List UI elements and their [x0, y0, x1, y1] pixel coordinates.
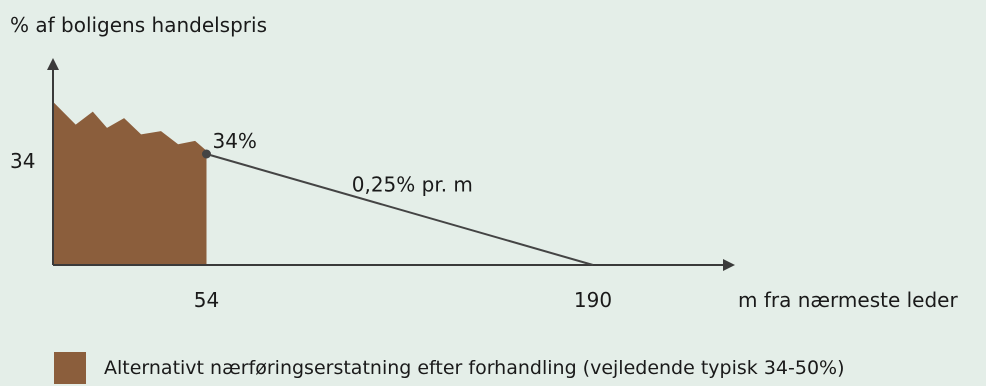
x-axis-label: m fra nærmeste leder — [738, 288, 958, 312]
legend-swatch — [54, 352, 86, 384]
x-tick-label: 190 — [574, 288, 612, 312]
x-axis-arrowhead — [723, 259, 735, 271]
x-tick-label: 54 — [194, 288, 219, 312]
y-axis-arrowhead — [47, 58, 59, 70]
legend: Alternativt nærføringserstatning efter f… — [54, 352, 845, 384]
y-axis-label: % af boligens handelspris — [10, 13, 267, 37]
slope-line — [206, 153, 594, 266]
area-series — [53, 101, 207, 265]
point-label: 34% — [212, 129, 256, 153]
knee-point — [201, 149, 211, 159]
legend-label: Alternativt nærføringserstatning efter f… — [104, 357, 845, 379]
y-tick-label: 34 — [10, 149, 35, 173]
slope-label: 0,25% pr. m — [352, 173, 473, 197]
